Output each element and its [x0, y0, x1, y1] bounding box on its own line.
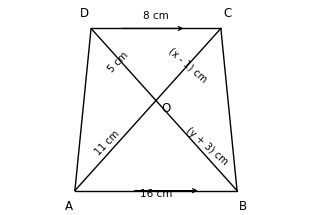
Text: (x - 1) cm: (x - 1) cm	[166, 46, 209, 84]
Text: 11 cm: 11 cm	[93, 129, 121, 157]
Text: (y + 3) cm: (y + 3) cm	[184, 125, 229, 167]
Text: 5 cm: 5 cm	[106, 50, 131, 74]
Text: 16 cm: 16 cm	[140, 189, 172, 199]
Text: O: O	[161, 102, 170, 115]
Text: A: A	[65, 200, 73, 213]
Text: 8 cm: 8 cm	[143, 11, 169, 21]
Text: D: D	[79, 7, 88, 20]
Text: C: C	[224, 7, 232, 20]
Text: B: B	[239, 200, 247, 213]
